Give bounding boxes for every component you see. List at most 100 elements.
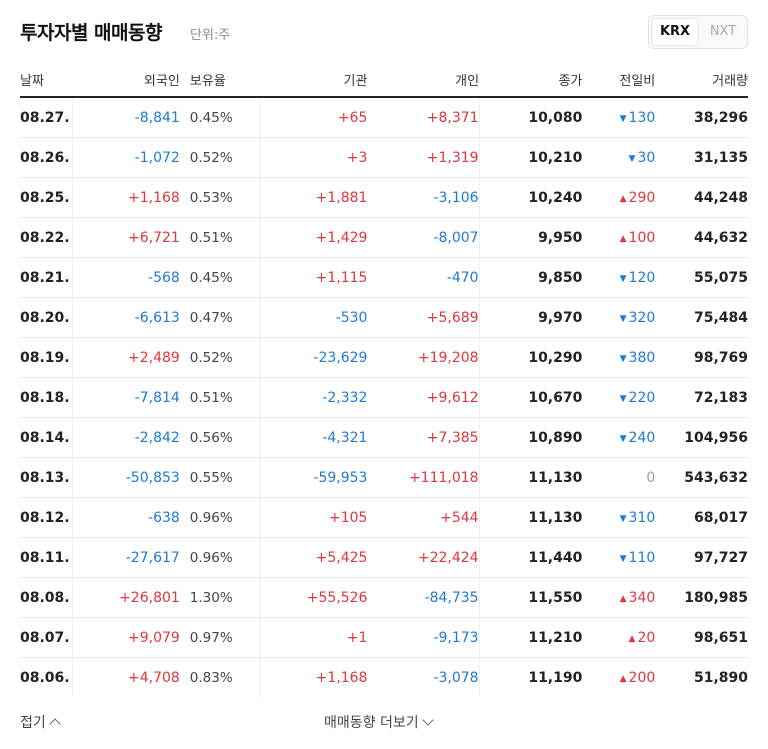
cell-close: 10,080	[478, 97, 583, 138]
cell-change: ▼ 120	[582, 257, 656, 298]
table-row: 08.14. -2,842 0.56% -4,321 +7,385 10,890 ▼ 240 1…	[20, 417, 748, 458]
triangle-up-icon: ▲	[619, 673, 627, 684]
change-value: 320	[628, 309, 656, 326]
cell-individual: +111,018	[367, 457, 480, 498]
cell-institution: -23,629	[258, 337, 368, 378]
cell-close: 10,890	[478, 417, 583, 458]
cell-foreign: +9,079	[71, 617, 180, 658]
collapse-button[interactable]: 접기	[20, 712, 61, 732]
cell-individual: -84,735	[367, 577, 480, 618]
cell-date: 08.25.	[20, 177, 73, 218]
cell-individual: +9,612	[367, 377, 480, 418]
panel-title: 투자자별 매매동향	[20, 22, 162, 44]
cell-foreign: -27,617	[71, 537, 180, 578]
col-institution: 기관	[259, 62, 368, 98]
cell-individual: -3,106	[367, 177, 480, 218]
cell-change: ▼ 380	[582, 337, 656, 378]
table-row: 08.22. +6,721 0.51% +1,429 -8,007 9,950 ▲ 100 44…	[20, 217, 748, 258]
triangle-down-icon: ▼	[628, 153, 636, 164]
more-trading-button[interactable]: 매매동향 더보기	[324, 712, 434, 732]
cell-foreign: +26,801	[71, 577, 180, 618]
cell-date: 08.21.	[20, 257, 73, 298]
cell-date: 08.07.	[20, 617, 73, 658]
cell-volume: 55,075	[655, 257, 748, 298]
cell-institution: +1	[258, 617, 368, 658]
table-row: 08.19. +2,489 0.52% -23,629 +19,208 10,290 ▼ 38…	[20, 337, 748, 378]
table-row: 08.07. +9,079 0.97% +1 -9,173 11,210 ▲ 20 98,651	[20, 617, 748, 658]
cell-change: ▼ 310	[582, 497, 656, 538]
cell-date: 08.06.	[20, 669, 70, 686]
cell-individual: +1,319	[367, 137, 480, 178]
triangle-down-icon: ▼	[619, 393, 627, 404]
cell-change: ▼ 320	[582, 297, 656, 338]
unit-label: 단위:주	[190, 28, 231, 43]
cell-date: 08.20.	[20, 297, 73, 338]
change-value: 20	[637, 629, 656, 646]
change-value: 120	[628, 269, 656, 286]
cell-individual: -470	[367, 257, 480, 298]
cell-volume: 98,651	[655, 617, 748, 658]
cell-ratio: 0.55%	[179, 457, 260, 498]
cell-volume: 68,017	[655, 497, 748, 538]
cell-volume: 97,727	[655, 537, 748, 578]
cell-change: ▼ 30	[582, 137, 656, 178]
cell-close: 9,950	[478, 217, 583, 258]
cell-institution: +1,168	[258, 657, 368, 697]
chevron-up-icon	[49, 718, 61, 730]
triangle-up-icon: ▲	[619, 193, 627, 204]
cell-date: 08.14.	[20, 417, 73, 458]
more-trading-label: 매매동향 더보기	[324, 715, 419, 731]
cell-individual: +7,385	[367, 417, 480, 458]
market-toggle-krx[interactable]: KRX	[652, 19, 698, 45]
cell-date: 08.11.	[20, 537, 73, 578]
col-close: 종가	[479, 62, 583, 98]
cell-foreign: -7,814	[71, 377, 180, 418]
cell-close: 11,440	[478, 537, 583, 578]
cell-foreign: -8,841	[71, 97, 180, 138]
cell-volume: 104,956	[655, 417, 748, 458]
table-header-row: 날짜 외국인 보유율 기관 개인 종가 전일비 거래량	[20, 62, 748, 98]
col-individual: 개인	[367, 62, 480, 98]
cell-volume: 38,296	[655, 97, 748, 138]
cell-date: 08.26.	[20, 137, 73, 178]
triangle-down-icon: ▼	[619, 353, 627, 364]
cell-institution: +1,115	[258, 257, 368, 298]
triangle-down-icon: ▼	[619, 433, 627, 444]
cell-institution: +1,429	[258, 217, 368, 258]
cell-foreign: -638	[71, 497, 180, 538]
cell-change: 0	[582, 457, 656, 498]
cell-institution: +3	[258, 137, 368, 178]
cell-individual: +8,371	[367, 97, 480, 138]
cell-foreign: -50,853	[71, 457, 180, 498]
triangle-down-icon: ▼	[619, 113, 627, 124]
cell-volume: 98,769	[655, 337, 748, 378]
change-value: 380	[628, 349, 656, 366]
table-row: 08.08. +26,801 1.30% +55,526 -84,735 11,550 ▲ 3…	[20, 577, 748, 618]
cell-institution: -4,321	[258, 417, 368, 458]
cell-close: 11,210	[478, 617, 583, 658]
cell-individual: -8,007	[367, 217, 480, 258]
cell-foreign: +6,721	[71, 217, 180, 258]
cell-volume: 72,183	[655, 377, 748, 418]
cell-ratio: 0.47%	[179, 297, 260, 338]
cell-close: 11,130	[478, 497, 583, 538]
cell-ratio: 0.96%	[179, 537, 260, 578]
change-value: 30	[637, 149, 656, 166]
cell-volume: 44,248	[655, 177, 748, 218]
cell-close: 11,550	[478, 577, 583, 618]
cell-foreign: -2,842	[71, 417, 180, 458]
change-value: 310	[628, 509, 656, 526]
cell-close: 11,190	[478, 657, 583, 697]
cell-ratio: 0.51%	[179, 377, 260, 418]
cell-foreign: -568	[71, 257, 180, 298]
change-value: 340	[628, 589, 656, 606]
cell-individual: +5,689	[367, 297, 480, 338]
cell-ratio: 1.30%	[179, 577, 260, 618]
table-row: 08.27. -8,841 0.45% +65 +8,371 10,080 ▼ 130 38,2…	[20, 97, 748, 138]
change-value: 100	[628, 229, 656, 246]
cell-volume: 543,632	[655, 457, 748, 498]
market-toggle-nxt[interactable]: NXT	[709, 24, 737, 39]
cell-ratio: 0.51%	[179, 217, 260, 258]
cell-close: 11,130	[478, 457, 583, 498]
triangle-down-icon: ▼	[619, 313, 627, 324]
